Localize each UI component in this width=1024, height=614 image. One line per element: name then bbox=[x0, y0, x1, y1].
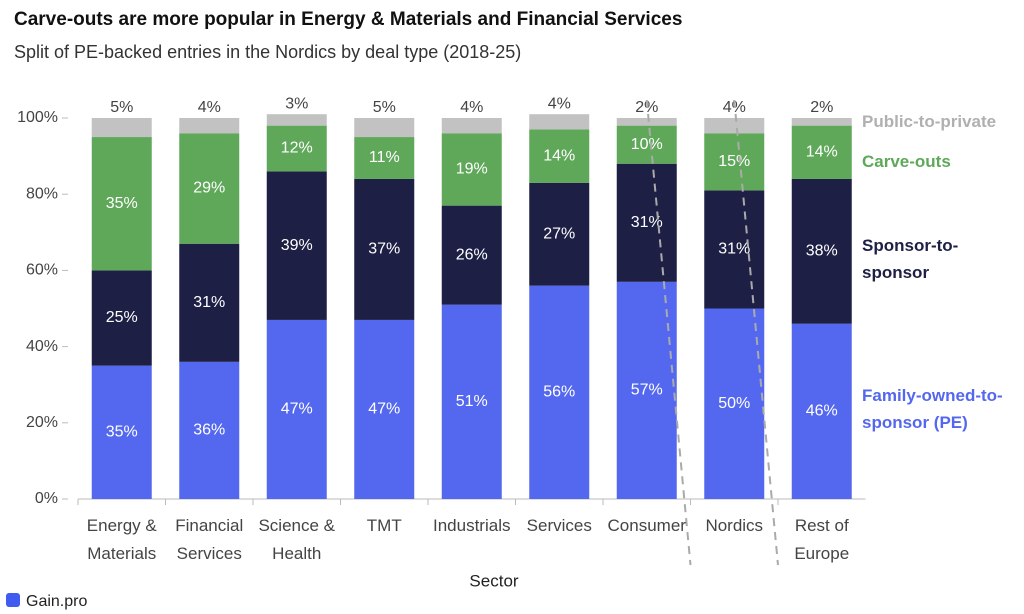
bar-segment bbox=[616, 118, 677, 126]
data-label: 3% bbox=[285, 95, 308, 112]
data-label: 35% bbox=[106, 424, 138, 441]
bar-segment bbox=[529, 114, 590, 130]
data-label: 25% bbox=[106, 309, 138, 326]
bar-segment bbox=[91, 270, 152, 366]
bar-segment bbox=[791, 178, 852, 324]
data-label: 57% bbox=[631, 382, 663, 399]
bar-segment bbox=[529, 182, 590, 286]
data-label: 38% bbox=[806, 243, 838, 260]
separator bbox=[645, 99, 692, 566]
bar-segment bbox=[354, 118, 415, 138]
bar-segment bbox=[791, 118, 852, 126]
bar-segment bbox=[91, 118, 152, 138]
data-label: 19% bbox=[456, 161, 488, 178]
data-label: 14% bbox=[543, 147, 575, 164]
data-label: 47% bbox=[281, 401, 313, 418]
bar-segment bbox=[529, 129, 590, 183]
bar-segment bbox=[441, 133, 502, 206]
bar-segment bbox=[441, 304, 502, 499]
x-tick-label: Rest of Europe bbox=[794, 516, 850, 563]
y-tick-label: 40% bbox=[26, 338, 58, 355]
bar-segment bbox=[791, 323, 852, 499]
data-label: 31% bbox=[631, 214, 663, 231]
bar-segment bbox=[179, 118, 240, 134]
bar-segment bbox=[704, 118, 765, 134]
data-label: 4% bbox=[460, 99, 483, 116]
y-tick-label: 0% bbox=[35, 490, 58, 507]
bar-segment bbox=[354, 319, 415, 499]
data-label: 50% bbox=[718, 395, 750, 412]
bar-segment bbox=[354, 137, 415, 179]
separator bbox=[733, 99, 779, 566]
legend-label: Carve-outs bbox=[862, 152, 951, 171]
chart-title: Carve-outs are more popular in Energy & … bbox=[14, 9, 682, 30]
bar-segment bbox=[179, 133, 240, 244]
data-label: 51% bbox=[456, 393, 488, 410]
legend-label: Family-owned-to- sponsor (PE) bbox=[862, 386, 1003, 432]
data-label: 11% bbox=[369, 149, 400, 166]
data-label: 35% bbox=[106, 195, 138, 212]
x-tick-label: Industrials bbox=[433, 516, 511, 535]
legend-label: Sponsor-to-sponsor bbox=[862, 236, 959, 282]
y-tick-label: 80% bbox=[26, 185, 58, 202]
bar-segment bbox=[704, 308, 765, 499]
data-label: 12% bbox=[281, 140, 313, 157]
x-tick-label: Energy & Materials bbox=[86, 516, 157, 563]
data-label: 15% bbox=[718, 153, 750, 170]
y-tick-label: 60% bbox=[26, 262, 58, 279]
bar-segment bbox=[441, 118, 502, 134]
bar-segment bbox=[704, 133, 765, 191]
logo-icon bbox=[6, 593, 20, 607]
bar-segment bbox=[266, 319, 327, 499]
data-label: 31% bbox=[193, 294, 225, 311]
footer-logo: Gain.pro bbox=[26, 593, 87, 610]
data-label: 4% bbox=[198, 99, 221, 116]
data-label: 26% bbox=[456, 246, 488, 263]
data-label: 47% bbox=[368, 401, 400, 418]
y-tick-label: 100% bbox=[17, 109, 58, 126]
x-tick-label: Services bbox=[526, 516, 592, 535]
bar-segment bbox=[616, 163, 677, 282]
data-label: 10% bbox=[631, 136, 663, 153]
data-label: 27% bbox=[543, 225, 575, 242]
data-label: 36% bbox=[193, 422, 225, 439]
legend-label: Public-to-private bbox=[862, 112, 997, 131]
bar-segment bbox=[354, 178, 415, 320]
bar-segment bbox=[179, 361, 240, 499]
x-tick-label: TMT bbox=[366, 516, 402, 535]
data-label: 5% bbox=[373, 99, 396, 116]
x-tick-label: Consumer bbox=[607, 516, 686, 535]
bar-segment bbox=[441, 205, 502, 305]
chart-subtitle: Split of PE-backed entries in the Nordic… bbox=[14, 42, 521, 62]
bar-segment bbox=[266, 125, 327, 172]
data-label: 4% bbox=[548, 95, 571, 112]
data-label: 5% bbox=[110, 99, 133, 116]
x-tick-label: Financial Services bbox=[175, 516, 244, 563]
bar-segment bbox=[704, 190, 765, 309]
bar-segment bbox=[616, 281, 677, 499]
data-label: 37% bbox=[368, 241, 400, 258]
data-label: 39% bbox=[281, 237, 313, 254]
bar-segment bbox=[791, 125, 852, 179]
data-label: 29% bbox=[193, 180, 225, 197]
data-label: 31% bbox=[718, 241, 750, 258]
y-tick-label: 20% bbox=[26, 414, 58, 431]
x-tick-label: Nordics bbox=[705, 516, 764, 535]
bar-segment bbox=[91, 137, 152, 271]
bar-segment bbox=[266, 171, 327, 320]
bar-segment bbox=[91, 365, 152, 499]
bar-segment bbox=[266, 114, 327, 126]
data-label: 2% bbox=[810, 99, 833, 116]
bar-segment bbox=[529, 285, 590, 499]
data-label: 56% bbox=[543, 384, 575, 401]
bar-segment bbox=[616, 125, 677, 164]
data-label: 46% bbox=[806, 403, 838, 420]
data-label: 14% bbox=[806, 144, 838, 161]
x-tick-label: Science & Health bbox=[258, 516, 336, 563]
bar-segment bbox=[179, 243, 240, 362]
x-axis-title: Sector bbox=[469, 571, 518, 590]
